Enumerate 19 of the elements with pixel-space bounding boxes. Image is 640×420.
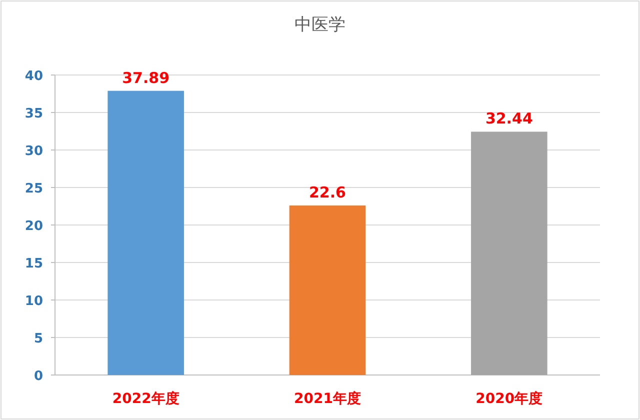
data-label: 37.89 [122,68,170,87]
y-tick-label: 5 [34,332,43,346]
y-tick-label: 25 [24,182,43,196]
y-tick-label: 10 [24,294,43,309]
bar [289,206,366,375]
x-tick-label: 2021年度 [294,390,361,407]
y-tick-label: 20 [24,219,43,234]
data-label: 32.44 [485,110,533,128]
y-tick-label: 35 [24,106,43,122]
y-tick-label: 0 [34,369,43,384]
y-tick-label: 40 [24,69,43,84]
y-tick-label: 15 [24,256,43,272]
y-tick-label: 30 [24,144,43,159]
chart-title: 中医学 [294,15,346,35]
bar [108,90,184,375]
x-tick-label: 2022年度 [112,390,180,407]
data-label: 22.6 [308,184,346,202]
bar [471,132,548,375]
x-tick-label: 2020年度 [476,390,543,407]
